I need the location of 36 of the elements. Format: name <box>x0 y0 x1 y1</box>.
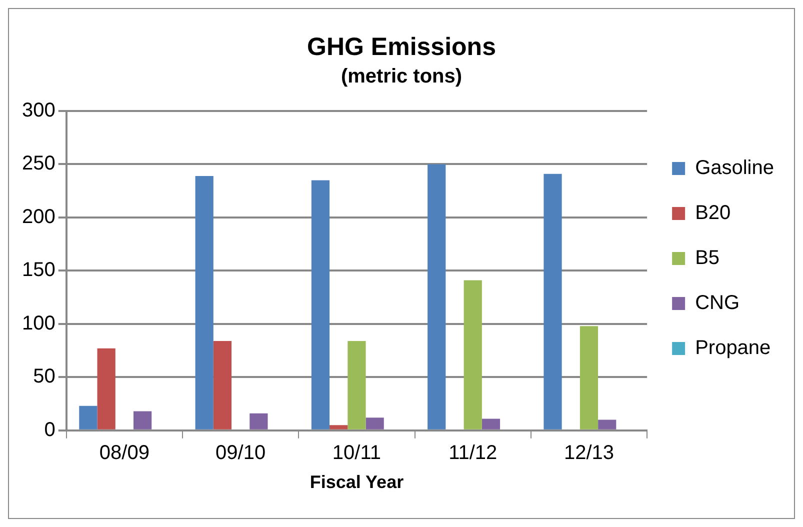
bar <box>428 164 446 430</box>
bar <box>580 326 598 430</box>
bar <box>213 340 232 430</box>
bar <box>250 413 268 430</box>
legend-label: Gasoline <box>695 157 774 180</box>
bar <box>79 406 98 430</box>
y-tick-label: 150 <box>22 259 56 282</box>
bar <box>464 280 482 430</box>
bar <box>97 348 116 430</box>
bar <box>598 420 616 430</box>
bar <box>482 418 500 430</box>
x-axis-title: Fiscal Year <box>310 472 404 492</box>
x-tick-label: 08/09 <box>99 442 150 464</box>
chart-subtitle: (metric tons) <box>340 66 462 88</box>
x-tick-label: 10/11 <box>332 442 382 464</box>
x-tick-label: 09/10 <box>216 442 266 464</box>
bar <box>134 411 152 430</box>
bar <box>311 180 330 430</box>
legend-label: CNG <box>695 292 740 314</box>
y-tick-label: 0 <box>44 418 56 441</box>
y-tick-label: 300 <box>22 100 56 122</box>
bar <box>195 176 214 430</box>
bar <box>330 425 348 430</box>
y-tick-label: 100 <box>22 312 56 334</box>
bar <box>544 174 562 430</box>
legend-label: B20 <box>695 202 731 224</box>
x-tick-label: 12/13 <box>564 442 614 464</box>
y-tick-label: 50 <box>33 366 56 388</box>
y-tick-label: 250 <box>22 152 56 175</box>
legend-label: Propane <box>695 337 771 360</box>
legend-label: B5 <box>695 247 720 270</box>
chart-title: GHG Emissions <box>307 32 496 61</box>
bar <box>348 340 366 430</box>
x-tick-label: 11/12 <box>448 442 498 464</box>
bar <box>366 418 384 430</box>
y-tick-label: 200 <box>22 206 56 228</box>
